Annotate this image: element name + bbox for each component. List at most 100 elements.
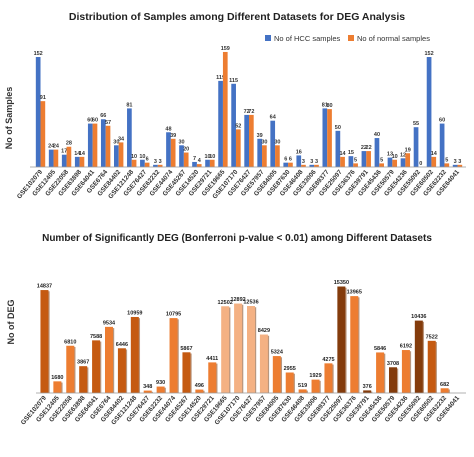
bar-value-label: 115 <box>229 78 238 84</box>
deg-bar <box>337 286 346 393</box>
bar-value-label: 2955 <box>284 366 296 372</box>
bar-value-label: 14 <box>431 151 438 157</box>
bar-normal <box>379 163 384 167</box>
deg-bar <box>324 363 333 393</box>
bar-value-label: 14 <box>74 151 81 157</box>
bar-value-label: 3 <box>159 159 162 165</box>
bar-value-label: 3 <box>310 159 313 165</box>
bar-normal <box>66 146 72 167</box>
bar-hcc <box>257 138 263 167</box>
bar-value-label: 13965 <box>347 290 362 296</box>
bar-value-label: 55 <box>413 121 419 127</box>
deg-bar <box>104 326 114 393</box>
bar-value-label: 17 <box>61 149 67 155</box>
bar-normal <box>131 159 137 167</box>
bar-value-label: 15 <box>348 150 354 156</box>
bar-hcc <box>374 138 380 167</box>
legend-label-hcc: No of HCC samples <box>274 34 341 43</box>
bar-normal <box>457 164 463 167</box>
bar-value-label: 50 <box>335 125 341 131</box>
chart-1-legend: No of HCC samples No of normal samples <box>265 34 430 43</box>
bar-normal <box>183 152 189 167</box>
bar-value-label: 159 <box>221 46 230 52</box>
bar-hcc <box>452 164 458 167</box>
deg-bar <box>143 390 152 393</box>
bar-value-label: 682 <box>440 382 449 388</box>
bar-value-label: 4275 <box>322 357 334 363</box>
bar-value-label: 4411 <box>206 356 218 362</box>
bar-hcc <box>87 123 93 167</box>
bar-hcc <box>35 57 41 167</box>
bar-value-label: 5846 <box>374 346 386 352</box>
bar-normal <box>392 159 398 167</box>
chart-1: Distribution of Samples among Different … <box>4 11 466 200</box>
bar-hcc <box>61 154 67 167</box>
legend-label-normal: No of normal samples <box>357 34 430 43</box>
legend-swatch-hcc <box>265 35 271 41</box>
bar-normal <box>262 145 267 167</box>
bar-hcc <box>400 158 406 167</box>
bar-normal <box>118 142 124 167</box>
bar-normal <box>301 164 306 167</box>
bar-value-label: 22 <box>361 145 367 151</box>
bar-value-label: 6446 <box>116 342 128 348</box>
bar-value-label: 5 <box>445 157 448 163</box>
chart-1-ylabel: No of Samples <box>4 87 14 150</box>
deg-bar <box>246 306 256 393</box>
bar-value-label: 519 <box>298 383 307 389</box>
bar-hcc <box>166 132 171 167</box>
bar-value-label: 30 <box>113 139 119 145</box>
deg-bar <box>285 372 294 393</box>
bar-value-label: 376 <box>363 384 372 390</box>
bar-value-label: 24 <box>48 144 55 150</box>
bar-value-label: 1680 <box>51 375 63 381</box>
bar-value-label: 15350 <box>334 280 349 286</box>
bar-value-label: 57 <box>105 120 111 126</box>
bar-hcc <box>218 80 223 167</box>
bar-value-label: 3 <box>154 159 157 165</box>
bar-hcc <box>114 145 119 167</box>
bar-normal <box>209 159 215 167</box>
bar-value-label: 30 <box>178 139 184 145</box>
bar-value-label: 60 <box>87 118 93 124</box>
deg-bar <box>130 316 139 393</box>
deg-bar <box>208 362 217 393</box>
bar-value-label: 3867 <box>77 360 89 366</box>
bar-hcc <box>74 156 80 167</box>
deg-bar <box>182 352 191 393</box>
bar-value-label: 30 <box>274 139 280 145</box>
chart-1-x-ticks: GSE102079GSE12405GSE22058GSE63898GSE6404… <box>16 168 461 200</box>
bar-normal <box>157 164 163 167</box>
deg-bar <box>363 390 372 393</box>
bar-hcc <box>361 151 367 167</box>
bar-value-label: 930 <box>156 380 165 386</box>
deg-bar <box>66 345 75 393</box>
deg-bar <box>427 340 436 393</box>
legend-swatch-normal <box>348 35 354 41</box>
bar-hcc <box>296 155 302 167</box>
chart-2-bars: 14837 1680 6810 3867 7588 9534 6446 10959 348 930… <box>37 280 450 393</box>
bar-value-label: 3 <box>454 159 457 165</box>
bar-value-label: 72 <box>244 109 250 115</box>
bar-normal <box>314 164 319 167</box>
bar-value-label: 119 <box>216 75 225 81</box>
bar-value-label: 6 <box>289 157 292 163</box>
bar-value-label: 12 <box>400 152 406 158</box>
bar-value-label: 1929 <box>309 373 321 379</box>
bar-value-label: 10 <box>392 154 398 160</box>
bar-value-label: 3 <box>302 159 305 165</box>
bar-hcc <box>244 114 249 167</box>
chart-1-title: Distribution of Samples among Different … <box>69 11 405 23</box>
bar-value-label: 81 <box>322 102 328 108</box>
deg-bar <box>388 367 398 393</box>
bar-hcc <box>283 162 289 167</box>
chart-2-ylabel: No of DEG <box>6 300 16 345</box>
deg-bar <box>79 366 88 393</box>
bar-value-label: 8429 <box>258 328 270 334</box>
deg-bar <box>259 334 268 393</box>
bar-value-label: 5867 <box>180 346 192 352</box>
bar-hcc <box>322 108 328 167</box>
bar-hcc <box>153 164 158 167</box>
